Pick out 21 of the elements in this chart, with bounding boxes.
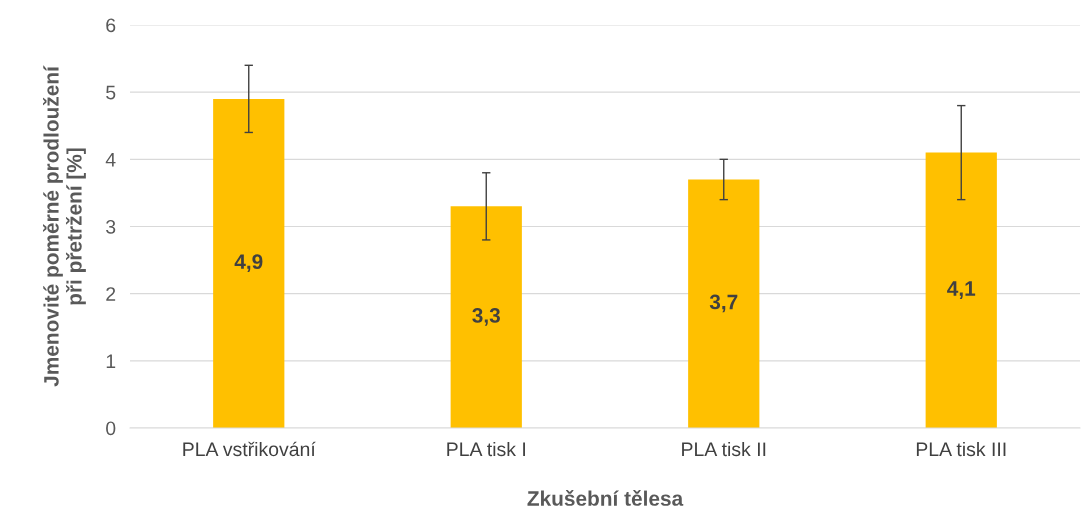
y-tick-label: 1 — [106, 354, 116, 368]
bar — [925, 152, 997, 428]
x-tick-label: PLA vstřikování — [183, 441, 316, 457]
data-label: 4,1 — [947, 281, 976, 299]
y-tick-label: 0 — [106, 421, 116, 436]
data-label: 3,7 — [709, 294, 738, 313]
x-tick-label: PLA tisk II — [682, 441, 766, 457]
bar — [688, 179, 760, 428]
y-tick-label: 3 — [106, 219, 116, 234]
data-label: 3,3 — [472, 308, 500, 326]
y-tick-label: 5 — [106, 85, 116, 100]
bar — [450, 206, 522, 428]
y-tick-label: 4 — [105, 153, 116, 167]
x-tick-label: PLA tisk I — [447, 441, 525, 457]
y-axis-title: Jmenovité poměrné prodloužení při přetržení [%] — [42, 65, 86, 387]
y-tick-label: 2 — [106, 287, 116, 301]
x-tick-label: PLA tisk III — [916, 441, 1006, 457]
y-tick-label: 6 — [106, 18, 116, 33]
bar — [213, 98, 285, 428]
data-label: 4,9 — [234, 254, 263, 273]
x-axis-title: Zkušební tělesa — [527, 490, 684, 506]
